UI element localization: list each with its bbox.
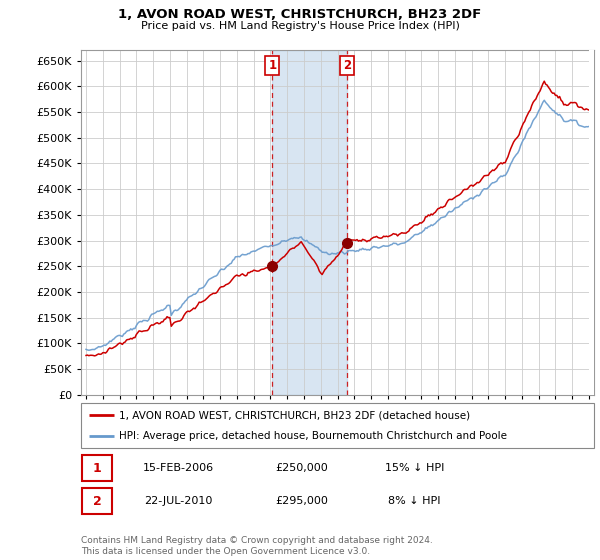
Bar <box>272 50 347 395</box>
Text: 1, AVON ROAD WEST, CHRISTCHURCH, BH23 2DF: 1, AVON ROAD WEST, CHRISTCHURCH, BH23 2D… <box>118 8 482 21</box>
Text: Price paid vs. HM Land Registry's House Price Index (HPI): Price paid vs. HM Land Registry's House … <box>140 21 460 31</box>
Text: 8% ↓ HPI: 8% ↓ HPI <box>388 496 440 506</box>
Bar <box>589 50 600 395</box>
Text: 1: 1 <box>268 59 277 72</box>
Text: 22-JUL-2010: 22-JUL-2010 <box>144 496 212 506</box>
Text: 2: 2 <box>343 59 351 72</box>
Text: Contains HM Land Registry data © Crown copyright and database right 2024.
This d: Contains HM Land Registry data © Crown c… <box>81 536 433 556</box>
Text: £250,000: £250,000 <box>275 463 328 473</box>
Text: 1: 1 <box>92 461 101 475</box>
FancyBboxPatch shape <box>82 455 112 481</box>
Text: 2: 2 <box>92 494 101 507</box>
Text: £295,000: £295,000 <box>275 496 328 506</box>
Text: HPI: Average price, detached house, Bournemouth Christchurch and Poole: HPI: Average price, detached house, Bour… <box>119 431 508 441</box>
Text: 15-FEB-2006: 15-FEB-2006 <box>143 463 214 473</box>
Text: 15% ↓ HPI: 15% ↓ HPI <box>385 463 444 473</box>
Text: 1, AVON ROAD WEST, CHRISTCHURCH, BH23 2DF (detached house): 1, AVON ROAD WEST, CHRISTCHURCH, BH23 2D… <box>119 410 470 421</box>
FancyBboxPatch shape <box>82 488 112 514</box>
FancyBboxPatch shape <box>81 403 594 448</box>
